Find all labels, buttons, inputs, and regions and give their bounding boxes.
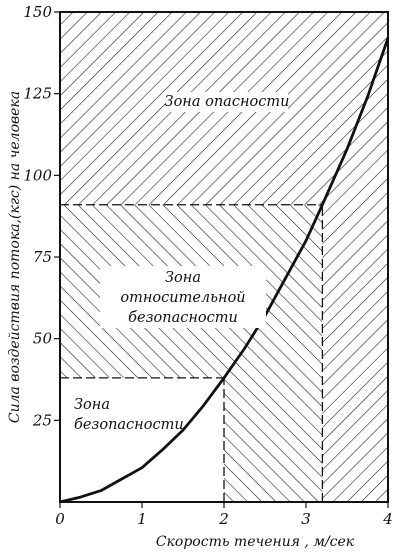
y-tick-label: 150: [23, 3, 52, 21]
zone-label-danger-background: [166, 92, 288, 112]
y-tick-label: 75: [33, 248, 52, 266]
y-tick-label: 100: [23, 166, 52, 184]
zone-relative-safety: [60, 204, 323, 502]
y-tick-label: 50: [33, 330, 53, 348]
x-tick-labels: 0 1 2 3 4: [55, 502, 393, 528]
x-tick-label: 0: [55, 510, 65, 528]
zone-label-relative-safety-line: Зона: [165, 270, 201, 286]
zone-label-relative-safety-line: относительной: [120, 290, 245, 306]
y-tick-label: 25: [32, 411, 52, 429]
x-tick-label: 2: [218, 510, 229, 528]
zone-danger: [60, 12, 388, 502]
zone-label-safety-line: безопасности: [74, 417, 184, 433]
x-tick-label: 4: [382, 510, 393, 528]
zone-label-danger-line: Зона опасности: [165, 94, 290, 110]
x-tick-label: 1: [137, 510, 147, 528]
y-tick-label: 125: [23, 85, 52, 103]
series-layer: [60, 37, 388, 502]
x-axis-title: Скорость течения , м/сек: [156, 534, 355, 550]
zone-label-safety-line: Зона: [74, 397, 110, 413]
x-tick-label: 3: [301, 510, 311, 528]
zone-label-relative-safety-line: безопасности: [128, 310, 238, 326]
series-line-force-curve: [60, 37, 388, 502]
zone-label-relative-safety-background: [100, 266, 266, 328]
y-axis-title: Сила воздействия потока,(кгс) на человек…: [7, 91, 23, 423]
zone-labels: Зона безопасности Зона относительной безопас…: [74, 92, 289, 433]
y-tick-labels: 25 50 75 100 125 150: [23, 3, 60, 429]
reference-lines: [60, 204, 324, 502]
